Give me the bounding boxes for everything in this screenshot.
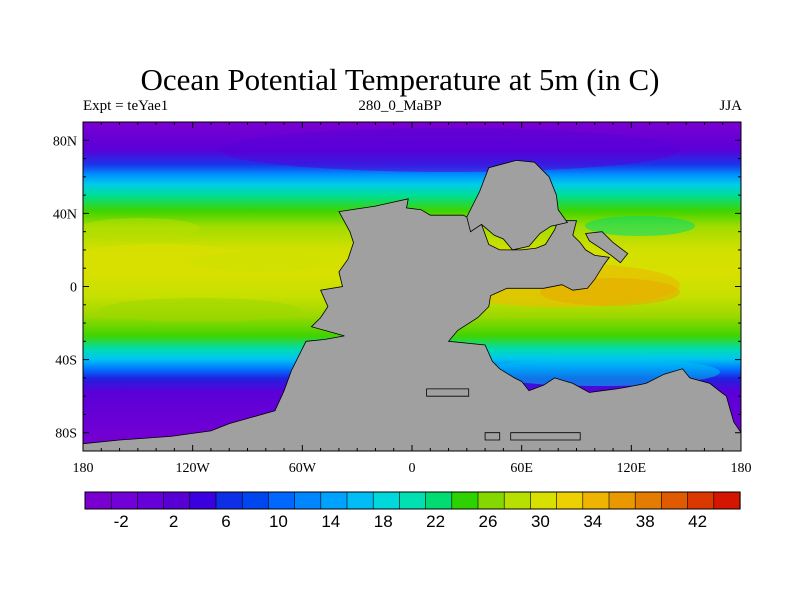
land-island-a — [426, 388, 470, 397]
colorbar-swatch — [477, 491, 505, 510]
x-tick-label: 120E — [617, 461, 647, 476]
colorbar-swatch — [451, 491, 479, 510]
x-tick-label: 60W — [289, 461, 317, 476]
x-tick-label: 0 — [409, 461, 416, 476]
colorbar-swatch — [661, 491, 689, 510]
colorbar-swatch — [163, 491, 191, 510]
colorbar: -2 2 6 10 14 18 22 26 30 34 38 42 — [84, 491, 741, 531]
colorbar-swatch — [713, 491, 741, 510]
y-tick-label: 40S — [55, 354, 77, 369]
land-laurasia-north — [466, 159, 569, 251]
chart-title: Ocean Potential Temperature at 5m (in C) — [140, 62, 660, 97]
colorbar-swatch — [268, 491, 296, 510]
y-tick-label: 80N — [53, 134, 77, 149]
colorbar-frame — [84, 491, 741, 510]
land-pangea-main — [83, 198, 741, 451]
colorbar-label: 6 — [221, 512, 230, 531]
colorbar-label: 22 — [426, 512, 445, 531]
colorbar-label: 26 — [479, 512, 498, 531]
colorbar-label: 30 — [531, 512, 550, 531]
colorbar-swatch — [634, 491, 663, 510]
colorbar-swatch — [530, 491, 558, 510]
colorbar-label: -2 — [114, 512, 129, 531]
colorbar-label: 2 — [169, 512, 178, 531]
y-tick-label: 0 — [70, 281, 77, 296]
colorbar-label: 38 — [636, 512, 655, 531]
longitude-axis: 180 120W 60W 0 60E 120E 180 — [73, 122, 752, 476]
colorbar-label: 18 — [374, 512, 393, 531]
colorbar-swatch — [346, 491, 374, 510]
y-tick-label: 80S — [55, 427, 77, 442]
colorbar-label: 42 — [688, 512, 707, 531]
y-tick-label: 40N — [53, 207, 77, 222]
colorbar-swatch — [110, 491, 138, 510]
x-tick-label: 120W — [176, 461, 211, 476]
colorbar-swatch — [294, 491, 322, 510]
colorbar-swatch — [215, 491, 243, 510]
colorbar-swatch — [399, 491, 427, 510]
colorbar-swatch — [556, 491, 584, 510]
land-masses — [83, 159, 741, 451]
colorbar-label: 14 — [321, 512, 340, 531]
colorbar-swatch — [189, 491, 217, 510]
colorbar-swatch — [372, 491, 401, 510]
x-tick-label: 180 — [731, 461, 752, 476]
colorbar-swatch — [137, 491, 165, 510]
land-island-c — [510, 432, 581, 441]
x-tick-label: 180 — [73, 461, 94, 476]
colorbar-swatch — [320, 491, 348, 510]
season-label: JJA — [719, 98, 742, 114]
land-island-b — [484, 432, 501, 441]
latitude-axis: 80N 40N 0 40S 80S — [53, 121, 741, 452]
colorbar-swatch — [425, 491, 453, 510]
x-tick-label: 60E — [510, 461, 533, 476]
colorbar-swatch — [503, 491, 532, 510]
colorbar-label: 34 — [583, 512, 602, 531]
experiment-label: Expt = teYae1 — [83, 98, 169, 114]
colorbar-label: 10 — [269, 512, 288, 531]
time-period-label: 280_0_MaBP — [358, 98, 442, 114]
land-east-island — [584, 231, 629, 264]
colorbar-swatch — [241, 491, 269, 510]
colorbar-swatch — [687, 491, 715, 510]
colorbar-swatch — [84, 491, 112, 510]
colorbar-swatch — [608, 491, 636, 510]
colorbar-swatch — [582, 491, 610, 510]
